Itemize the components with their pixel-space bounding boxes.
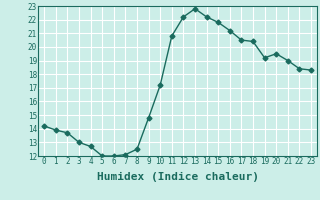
X-axis label: Humidex (Indice chaleur): Humidex (Indice chaleur): [97, 172, 259, 182]
